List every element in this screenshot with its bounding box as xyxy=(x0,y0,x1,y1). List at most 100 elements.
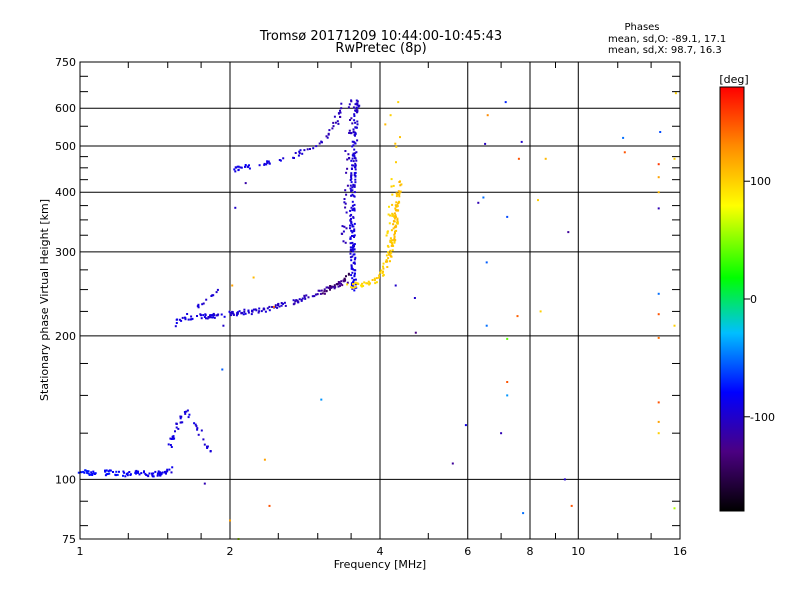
data-point xyxy=(351,268,354,271)
data-point xyxy=(174,325,177,328)
data-point xyxy=(352,160,355,163)
data-point xyxy=(266,307,269,310)
data-point xyxy=(86,472,89,474)
data-point xyxy=(90,471,93,474)
data-point xyxy=(353,208,356,211)
data-point xyxy=(356,111,358,114)
data-point xyxy=(355,159,358,162)
data-point xyxy=(544,157,547,160)
data-point xyxy=(391,203,394,206)
data-point xyxy=(398,181,401,183)
data-point xyxy=(195,425,198,428)
data-point xyxy=(356,120,359,123)
data-point xyxy=(233,168,236,171)
data-point xyxy=(230,314,233,317)
data-point xyxy=(344,206,347,209)
data-point xyxy=(174,430,176,433)
data-point xyxy=(186,409,189,412)
data-point xyxy=(336,283,339,286)
data-point xyxy=(351,286,354,289)
data-point xyxy=(175,318,178,321)
data-point xyxy=(348,129,351,132)
data-point xyxy=(197,303,200,306)
data-point xyxy=(240,166,243,169)
data-point xyxy=(190,315,193,318)
data-point xyxy=(353,275,356,278)
data-point xyxy=(354,256,357,259)
data-point xyxy=(124,475,127,478)
data-point xyxy=(354,157,357,160)
data-point xyxy=(326,286,329,289)
data-point xyxy=(350,172,353,175)
data-point xyxy=(349,246,352,249)
data-point xyxy=(388,222,391,225)
data-point xyxy=(170,471,173,474)
data-point xyxy=(393,237,396,240)
data-point xyxy=(482,196,485,199)
data-point xyxy=(327,132,330,135)
data-point xyxy=(200,317,203,320)
data-point xyxy=(352,140,355,143)
data-point xyxy=(356,139,359,142)
data-point xyxy=(271,306,274,308)
data-point xyxy=(122,470,125,473)
data-point xyxy=(388,205,390,208)
data-point xyxy=(350,217,352,220)
data-point xyxy=(306,148,309,151)
data-point xyxy=(344,279,347,282)
data-point xyxy=(349,237,352,240)
data-point xyxy=(244,165,246,168)
data-point xyxy=(151,474,154,477)
data-point xyxy=(389,260,391,263)
data-point xyxy=(203,316,206,318)
y-axis-label: Stationary phase Virtual Height [km] xyxy=(38,199,51,401)
grid xyxy=(80,62,680,539)
data-point xyxy=(352,194,355,197)
data-point xyxy=(350,286,353,289)
data-point xyxy=(183,316,186,319)
data-point xyxy=(282,302,284,305)
data-point xyxy=(323,290,326,293)
colorbar-tick-label: -100 xyxy=(750,411,775,424)
data-point xyxy=(395,229,398,232)
data-point xyxy=(400,183,403,186)
data-point xyxy=(221,368,224,371)
y-tick-label: 500 xyxy=(55,140,76,153)
data-point xyxy=(353,155,356,158)
data-point xyxy=(398,200,400,203)
data-point xyxy=(191,317,194,320)
data-point xyxy=(212,294,215,297)
data-point xyxy=(340,232,343,235)
colorbar xyxy=(719,86,745,512)
data-point xyxy=(188,413,191,416)
data-point xyxy=(165,470,168,473)
data-point xyxy=(387,213,390,216)
data-point xyxy=(395,161,397,164)
data-point xyxy=(329,285,332,287)
data-point xyxy=(485,324,488,327)
x-tick-label: 1 xyxy=(77,545,84,558)
data-point xyxy=(274,305,277,308)
data-point xyxy=(354,283,357,286)
data-point xyxy=(350,159,353,162)
data-point xyxy=(354,168,357,171)
data-point xyxy=(354,164,357,167)
data-point xyxy=(385,254,388,257)
data-point xyxy=(395,205,398,208)
data-point xyxy=(333,284,336,287)
data-point xyxy=(152,472,155,475)
data-point xyxy=(349,236,352,239)
y-tick-label: 75 xyxy=(62,533,76,546)
data-point xyxy=(352,248,354,251)
data-point xyxy=(91,472,94,475)
data-point xyxy=(170,438,173,440)
data-point xyxy=(355,126,358,129)
data-point xyxy=(398,192,401,195)
data-point xyxy=(395,192,398,195)
data-point xyxy=(197,306,200,309)
data-point xyxy=(354,121,357,124)
data-point xyxy=(296,300,299,303)
data-point xyxy=(260,310,263,313)
data-point xyxy=(349,214,352,217)
data-point xyxy=(352,280,355,283)
